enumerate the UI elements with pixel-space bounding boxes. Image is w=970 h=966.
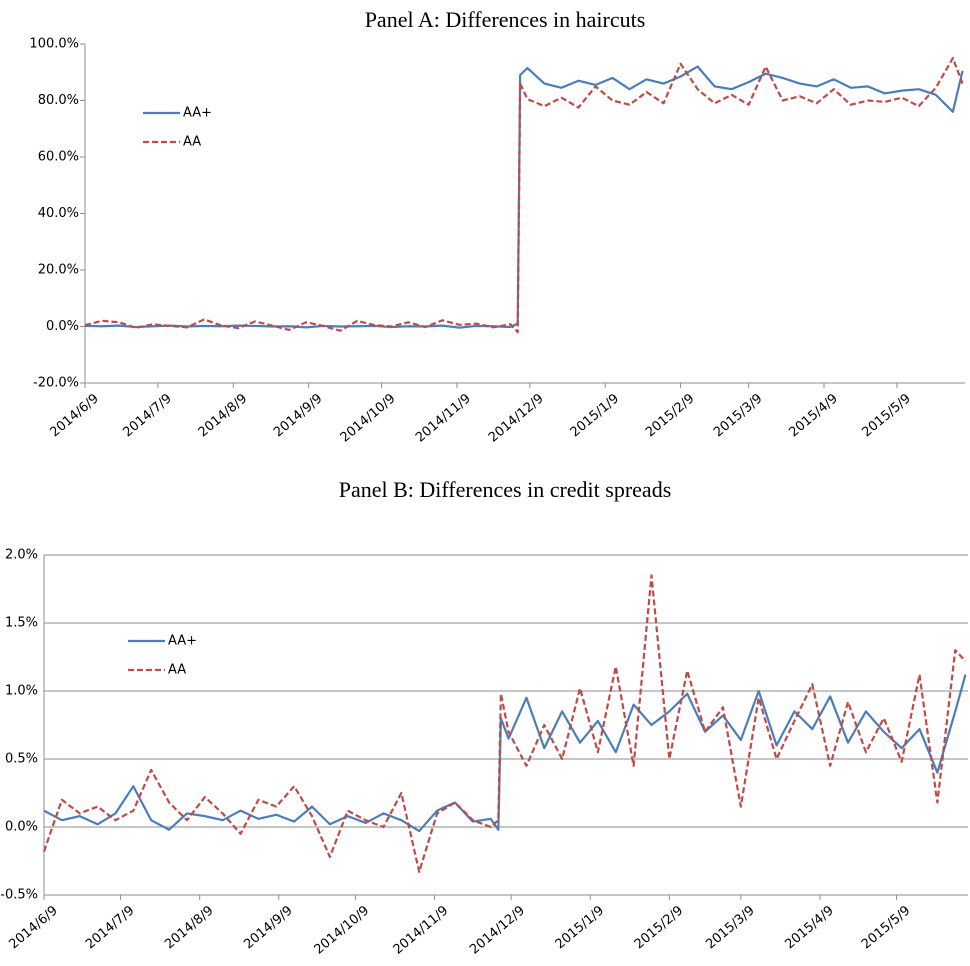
y-tick-label: 20.0%: [38, 263, 79, 278]
x-tick-label: 2014/10/9: [312, 903, 373, 957]
x-tick-label: 2014/6/9: [47, 391, 101, 440]
x-tick-label: 2014/11/9: [413, 391, 474, 445]
x-tick-label: 2014/9/9: [271, 391, 325, 440]
y-tick-label: -20.0%: [33, 376, 79, 391]
y-tick-label: 1.5%: [5, 616, 38, 631]
x-tick-label: 2014/11/9: [391, 903, 452, 957]
x-tick-label: 2015/5/9: [859, 391, 913, 440]
x-tick-label: 2015/3/9: [711, 391, 765, 440]
legend-label: AA: [168, 663, 186, 678]
legend-label: AA+: [183, 106, 212, 121]
x-tick-label: 2015/2/9: [643, 391, 697, 440]
y-tick-label: 2.0%: [5, 548, 38, 563]
chart-title: Panel B: Differences in credit spreads: [339, 477, 672, 502]
x-tick-label: 2014/12/9: [467, 903, 528, 957]
y-tick-label: 40.0%: [38, 206, 79, 221]
x-tick-label: 2014/8/9: [196, 391, 250, 440]
y-tick-label: 0.5%: [5, 752, 38, 767]
legend-label: AA: [183, 135, 201, 150]
x-tick-label: 2015/5/9: [859, 903, 913, 952]
y-tick-label: 0.0%: [5, 820, 38, 835]
chart-title: Panel A: Differences in haircuts: [365, 7, 646, 32]
series-line: [84, 65, 964, 329]
y-tick-label: -0.5%: [0, 888, 38, 903]
y-tick-label: 1.0%: [5, 684, 38, 699]
x-tick-label: 2015/3/9: [703, 903, 757, 952]
series-line: [43, 674, 967, 833]
legend-label: AA+: [168, 634, 197, 649]
x-tick-label: 2015/1/9: [553, 903, 607, 952]
x-tick-label: 2014/6/9: [6, 903, 60, 952]
x-tick-label: 2014/7/9: [120, 391, 174, 440]
y-tick-label: 0.0%: [46, 319, 79, 334]
x-tick-label: 2014/8/9: [162, 903, 216, 952]
x-tick-label: 2015/4/9: [786, 391, 840, 440]
x-tick-label: 2014/7/9: [83, 903, 137, 952]
x-tick-label: 2015/2/9: [632, 903, 686, 952]
y-tick-label: 80.0%: [38, 93, 79, 108]
x-tick-label: 2015/1/9: [568, 391, 622, 440]
series-line: [84, 57, 964, 334]
x-tick-label: 2014/12/9: [486, 391, 547, 445]
y-tick-label: 100.0%: [29, 37, 79, 52]
y-tick-label: 60.0%: [38, 150, 79, 165]
x-tick-label: 2015/4/9: [782, 903, 836, 952]
series-line: [42, 574, 967, 873]
x-tick-label: 2014/9/9: [241, 903, 295, 952]
x-tick-label: 2014/10/9: [338, 391, 399, 445]
